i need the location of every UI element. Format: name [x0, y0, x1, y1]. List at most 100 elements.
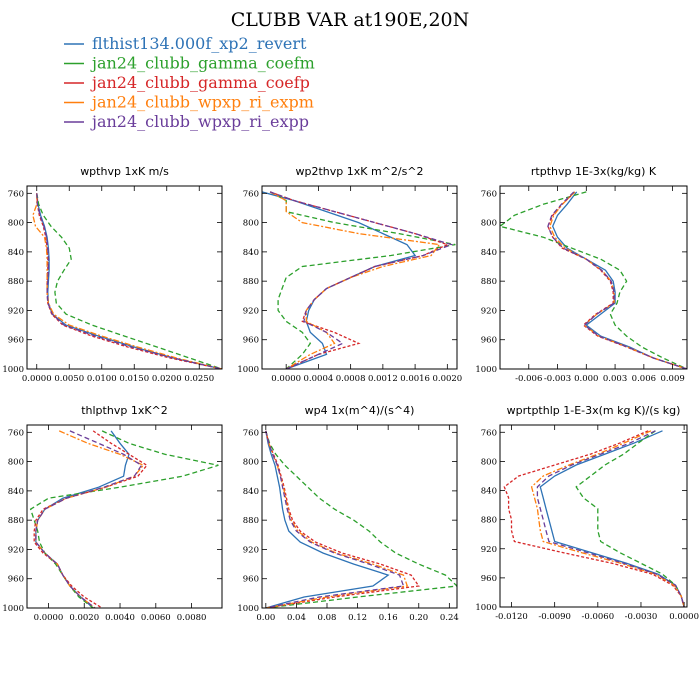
chart-panel: rtpthvp 1E-3x(kg/kg) K 760 800 840 880 920 960…	[475, 165, 688, 384]
panel-title: wprtpthlp 1-E-3x(m kg K)/(s kg)	[507, 404, 681, 417]
y-tick-label: 920	[243, 545, 259, 555]
series-group	[29, 430, 219, 608]
y-tick-label: 800	[481, 457, 497, 467]
chart-panel: wp4 1x(m^4)/(s^4)76080084088092096010000…	[237, 404, 458, 623]
y-tick-label: 840	[243, 487, 259, 497]
series-line	[33, 430, 148, 608]
x-tick-label: 0.0040	[105, 613, 135, 623]
x-tick-label: 0.00	[256, 613, 275, 623]
x-tick-label: -0.0090	[538, 612, 571, 622]
series-line	[575, 430, 685, 607]
legend-item: jan24_clubb_gamma_coefp	[64, 73, 310, 92]
series-line	[36, 193, 222, 369]
y-tick-label: 840	[481, 248, 497, 258]
series-line	[29, 430, 219, 608]
series-line	[35, 430, 143, 608]
y-tick-label: 1000	[237, 365, 259, 375]
y-tick-label: 760	[243, 189, 259, 199]
y-tick-label: 960	[8, 336, 24, 346]
y-tick-label: 840	[481, 487, 497, 497]
plot-frame	[261, 185, 458, 370]
x-tick-label: 0.0100	[87, 374, 117, 384]
x-tick-label: 0.006	[632, 374, 656, 384]
y-tick-label: 920	[243, 306, 259, 316]
y-tick-label: 760	[8, 189, 24, 199]
x-tick-label: 0.0012	[368, 374, 398, 384]
series-line	[536, 430, 685, 607]
x-tick-label: 0.009	[660, 374, 684, 384]
y-tick-label: 760	[481, 189, 497, 199]
y-tick-label: 880	[243, 516, 259, 526]
x-tick-label: 0.0000	[669, 612, 699, 622]
x-tick-label: 0.0016	[400, 374, 430, 384]
x-tick-label: 0.20	[409, 613, 428, 623]
panel-title: rtpthvp 1E-3x(kg/kg) K	[531, 165, 657, 178]
series-line	[500, 191, 687, 369]
chart-panels: wpthvp 1xK m/s76080084088092096010000.00…	[2, 165, 699, 623]
y-tick-label: 960	[243, 336, 259, 346]
plot-frame	[499, 185, 688, 370]
legend-item: jan24_clubb_wpxp_ri_expp	[64, 112, 309, 131]
y-tick-label: 920	[481, 306, 497, 316]
legend-item: jan24_clubb_gamma_coefm	[64, 54, 315, 73]
chart-panel: wpthvp 1xK m/s76080084088092096010000.00…	[2, 165, 223, 384]
panel-title: wp4 1x(m^4)/(s^4)	[305, 404, 415, 417]
legend-item: flthist134.000f_xp2_revert	[64, 34, 307, 53]
x-tick-label: -0.0120	[495, 612, 528, 622]
y-tick-label: 760	[8, 428, 24, 438]
y-tick-label: 840	[8, 248, 24, 258]
y-tick-label: 1000	[237, 604, 259, 614]
x-tick-label: 0.0150	[119, 374, 149, 384]
x-tick-label: 0.08	[318, 613, 337, 623]
y-tick-label: 800	[8, 458, 24, 468]
plot-frame	[26, 185, 223, 370]
x-tick-label: 0.003	[603, 374, 627, 384]
y-tick-label: 920	[481, 545, 497, 555]
y-tick-label: 960	[8, 575, 24, 585]
y-tick-label: 840	[8, 487, 24, 497]
y-tick-label: 1000	[2, 365, 24, 375]
series-line	[36, 193, 222, 369]
x-tick-label: 0.12	[348, 613, 367, 623]
series-line	[35, 430, 130, 608]
figure-title: CLUBB VAR at190E,20N	[231, 9, 470, 31]
series-line	[265, 430, 405, 608]
x-tick-label: 0.0080	[177, 613, 207, 623]
series-line	[265, 430, 409, 608]
y-tick-label: 760	[481, 428, 497, 438]
y-tick-label: 880	[243, 277, 259, 287]
y-tick-label: 1000	[475, 603, 497, 613]
y-tick-label: 800	[243, 219, 259, 229]
x-tick-label: 0.16	[379, 613, 398, 623]
y-tick-label: 800	[8, 219, 24, 229]
series-line	[36, 193, 222, 369]
x-tick-label: -0.0030	[625, 612, 658, 622]
plot-frame	[499, 424, 688, 608]
plot-frame	[26, 424, 223, 609]
series-group	[262, 191, 456, 369]
panel-title: thlpthvp 1xK^2	[81, 404, 168, 417]
x-tick-label: 0.04	[287, 613, 306, 623]
y-tick-label: 880	[8, 516, 24, 526]
legend-label: jan24_clubb_wpxp_ri_expm	[90, 93, 314, 112]
series-line	[547, 191, 687, 369]
series-line	[269, 191, 456, 369]
y-tick-label: 880	[481, 277, 497, 287]
series-line	[265, 430, 457, 608]
y-tick-label: 800	[481, 219, 497, 229]
series-group	[503, 430, 685, 607]
series-line	[530, 430, 685, 607]
x-tick-label: 0.0020	[69, 613, 99, 623]
y-tick-label: 880	[8, 277, 24, 287]
series-line	[539, 430, 685, 607]
legend-label: jan24_clubb_gamma_coefm	[90, 54, 315, 73]
x-tick-label: 0.24	[440, 613, 459, 623]
legend-label: flthist134.000f_xp2_revert	[92, 34, 307, 53]
x-tick-label: 0.0050	[54, 374, 84, 384]
x-tick-label: 0.000	[574, 374, 598, 384]
chart-panel: thlpthvp 1xK^2 760 800 840 880 920 960 1000 0.00…	[2, 404, 223, 623]
series-line	[503, 430, 685, 607]
y-tick-label: 920	[8, 306, 24, 316]
y-tick-label: 760	[243, 428, 259, 438]
